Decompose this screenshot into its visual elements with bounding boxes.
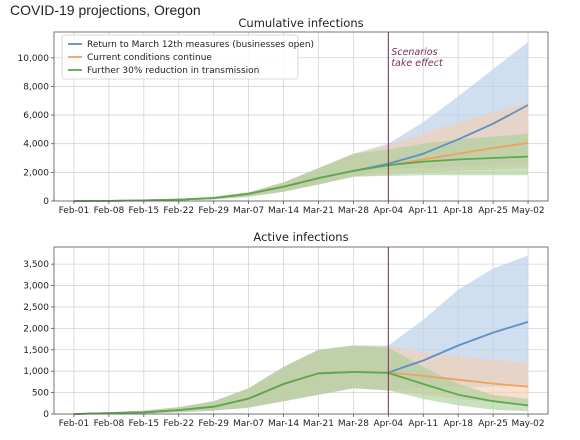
axes-frame bbox=[53, 246, 549, 415]
x-tick-label: Apr-11 bbox=[408, 206, 438, 216]
x-tick-label: May-02 bbox=[511, 206, 544, 216]
y-tick-label: 2,000 bbox=[23, 168, 49, 178]
y-tick-label: 10,000 bbox=[18, 54, 50, 64]
y-tick-label: 0 bbox=[43, 410, 49, 420]
x-tick-label: Apr-25 bbox=[478, 419, 508, 429]
x-tick-label: Feb-22 bbox=[163, 419, 194, 429]
x-tick-label: Apr-25 bbox=[478, 206, 508, 216]
series-line-green bbox=[73, 155, 529, 202]
scenario-annotation: take effect bbox=[391, 58, 444, 69]
x-tick-label: Feb-08 bbox=[94, 419, 125, 429]
legend-label: Further 30% reduction in transmission bbox=[87, 66, 259, 76]
legend-label: Current conditions continue bbox=[87, 53, 212, 63]
y-tick-label: 2,500 bbox=[23, 303, 49, 313]
y-tick-label: 1,500 bbox=[23, 346, 49, 356]
x-tick-label: May-02 bbox=[511, 419, 544, 429]
x-tick-label: Mar-07 bbox=[233, 206, 264, 216]
x-tick-label: Feb-29 bbox=[198, 419, 229, 429]
x-tick-label: Feb-08 bbox=[94, 206, 125, 216]
panel-title: Active infections bbox=[253, 230, 348, 244]
y-tick-label: 6,000 bbox=[23, 111, 49, 121]
x-tick-label: Feb-29 bbox=[198, 206, 229, 216]
scenario-annotation: Scenarios bbox=[391, 47, 437, 58]
x-tick-label: Apr-18 bbox=[443, 206, 473, 216]
x-tick-label: Mar-14 bbox=[268, 206, 299, 216]
x-tick-label: Apr-18 bbox=[443, 419, 473, 429]
chart-panel-2: Active infections Feb-01 Feb-08 Feb-15 Feb-2… bbox=[23, 230, 549, 429]
y-tick-label: 500 bbox=[32, 389, 49, 399]
x-tick-label: Mar-21 bbox=[303, 419, 334, 429]
legend: Return to March 12th measures (businesse… bbox=[61, 34, 314, 80]
legend-box bbox=[61, 34, 299, 80]
x-tick-label: Feb-22 bbox=[163, 206, 194, 216]
x-tick-label: Mar-28 bbox=[338, 206, 369, 216]
x-tick-label: Feb-01 bbox=[59, 419, 90, 429]
figure-title: COVID-19 projections, Oregon bbox=[10, 2, 201, 18]
y-tick-label: 1,000 bbox=[23, 367, 49, 377]
x-tick-label: Mar-14 bbox=[268, 419, 299, 429]
x-tick-label: Mar-07 bbox=[233, 419, 264, 429]
y-tick-label: 3,000 bbox=[23, 282, 49, 292]
y-tick-label: 3,500 bbox=[23, 260, 49, 270]
x-tick-label: Feb-01 bbox=[59, 206, 90, 216]
y-tick-label: 4,000 bbox=[23, 140, 49, 150]
x-tick-label: Apr-11 bbox=[408, 419, 438, 429]
axes-frame bbox=[53, 31, 549, 202]
panel-title: Cumulative infections bbox=[238, 16, 363, 30]
y-tick-label: 2,000 bbox=[23, 324, 49, 334]
x-tick-label: Apr-04 bbox=[373, 206, 403, 216]
y-tick-label: 0 bbox=[43, 197, 49, 207]
x-tick-label: Feb-15 bbox=[128, 419, 159, 429]
band-green bbox=[74, 133, 528, 201]
legend-label: Return to March 12th measures (businesse… bbox=[87, 40, 314, 50]
x-tick-label: Mar-28 bbox=[338, 419, 369, 429]
x-tick-label: Mar-21 bbox=[303, 206, 334, 216]
y-tick-label: 8,000 bbox=[23, 82, 49, 92]
series-line-green bbox=[73, 371, 529, 415]
x-tick-label: Feb-15 bbox=[128, 206, 159, 216]
x-tick-label: Apr-04 bbox=[373, 419, 403, 429]
